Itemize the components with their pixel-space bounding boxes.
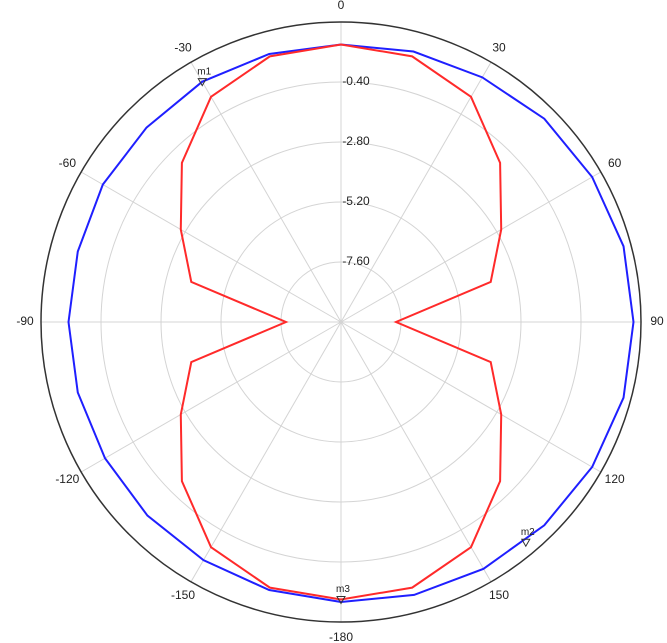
radial-tick-label: -0.40 <box>342 74 370 88</box>
angle-tick-label: -120 <box>55 472 79 486</box>
grid-spoke <box>80 171 342 323</box>
grid-spoke <box>340 321 602 473</box>
pattern-line <box>67 43 635 604</box>
marker-label: m3 <box>336 584 350 595</box>
outer-axis <box>40 21 642 623</box>
angle-tick-label: -60 <box>59 156 77 170</box>
angle-tick-label: 90 <box>650 314 664 328</box>
grid-spoke <box>190 61 342 323</box>
angle-tick-label: 120 <box>605 472 625 486</box>
marker <box>197 78 208 87</box>
grid-spoke <box>340 171 602 323</box>
angle-tick-label: -150 <box>171 588 195 602</box>
marker <box>336 596 346 605</box>
angle-tick-label: -30 <box>174 41 192 55</box>
pattern-line <box>179 43 503 601</box>
marker-label: m2 <box>521 527 535 538</box>
grid-spoke <box>340 61 492 323</box>
marker <box>520 538 531 548</box>
marker-label: m1 <box>197 66 211 77</box>
angle-tick-label: -90 <box>16 314 34 328</box>
angle-tick-label: -180 <box>329 630 353 643</box>
radial-tick-label: -2.80 <box>342 134 370 148</box>
grid-spoke <box>80 321 342 473</box>
grid-spoke <box>190 321 342 583</box>
radial-tick-label: -7.60 <box>342 254 370 268</box>
angle-tick-label: 60 <box>608 156 622 170</box>
angle-tick-label: 150 <box>489 588 509 602</box>
radial-tick-label: -5.20 <box>342 194 370 208</box>
grid-spoke <box>340 321 492 583</box>
angle-tick-label: 0 <box>338 0 345 12</box>
angle-tick-label: 30 <box>492 41 506 55</box>
